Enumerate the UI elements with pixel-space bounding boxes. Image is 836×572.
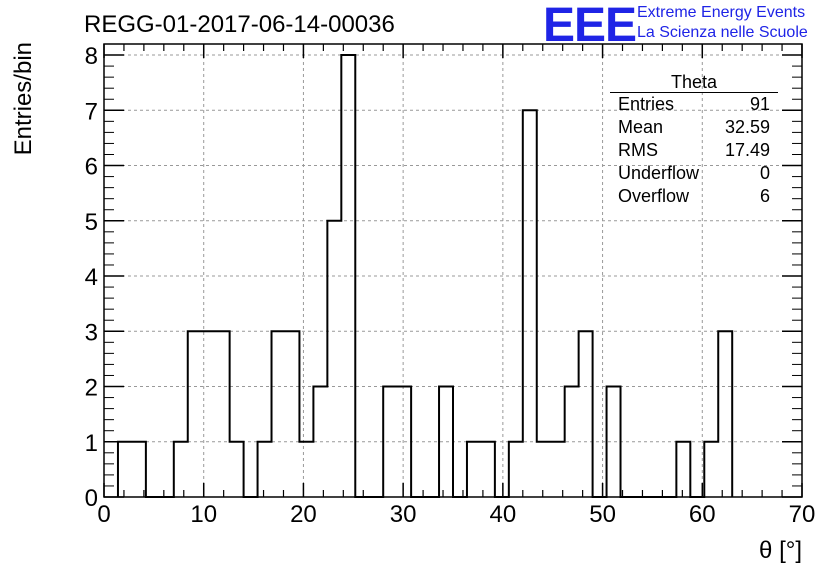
eee-logo-mark: EEE (543, 0, 637, 52)
stats-box: Theta Entries 91 Mean 32.59 RMS 17.49 Un… (610, 72, 778, 208)
y-tick-label: 1 (85, 430, 98, 457)
logo-line-1: Extreme Energy Events (637, 4, 806, 21)
y-tick-label: 7 (85, 98, 98, 125)
x-tick-label: 70 (789, 501, 816, 528)
x-tick-label: 40 (490, 501, 517, 528)
x-tick-label: 20 (290, 501, 317, 528)
y-tick-label: 6 (85, 154, 98, 181)
y-tick-label: 3 (85, 319, 98, 346)
y-tick-label: 4 (85, 264, 98, 291)
stats-label: Entries (618, 94, 675, 114)
stats-row-mean: Mean 32.59 (610, 116, 778, 139)
stats-label: Overflow (618, 186, 690, 206)
y-tick-label: 2 (85, 375, 98, 402)
axis-ticks (103, 44, 803, 498)
stats-title: Theta (610, 72, 778, 93)
x-tick-label: 0 (97, 501, 110, 528)
x-axis-label: θ [°] (759, 537, 802, 564)
x-tick-labels: 0 10 20 30 40 50 60 70 (97, 501, 815, 528)
logo-line-2: La Scienza nelle Scuole (637, 24, 808, 41)
chart-title: REGG-01-2017-06-14-00036 (84, 11, 395, 38)
x-tick-label: 50 (589, 501, 616, 528)
stats-label: RMS (618, 140, 658, 160)
y-tick-label: 0 (85, 485, 98, 512)
stats-value: 17.49 (724, 140, 770, 160)
y-tick-label: 5 (85, 209, 98, 236)
stats-value: 32.59 (724, 117, 770, 137)
y-axis-label: Entries/bin (10, 42, 37, 155)
eee-logo: EEE Extreme Energy Events La Scienza nel… (543, 0, 833, 52)
stats-label: Underflow (618, 163, 700, 183)
stats-value: 91 (749, 94, 770, 114)
stats-row-rms: RMS 17.49 (610, 139, 778, 162)
y-tick-label: 8 (85, 43, 98, 70)
stats-row-entries: Entries 91 (610, 93, 778, 116)
x-tick-label: 30 (390, 501, 417, 528)
x-tick-label: 10 (190, 501, 217, 528)
stats-value: 6 (759, 186, 770, 206)
stats-label: Mean (618, 117, 664, 137)
stats-row-underflow: Underflow 0 (610, 162, 778, 185)
x-tick-label: 60 (689, 501, 716, 528)
stats-row-overflow: Overflow 6 (610, 185, 778, 208)
stats-value: 0 (759, 163, 770, 183)
plot-frame (103, 43, 803, 498)
y-tick-labels: 0 1 2 3 4 5 6 7 8 (85, 43, 98, 512)
